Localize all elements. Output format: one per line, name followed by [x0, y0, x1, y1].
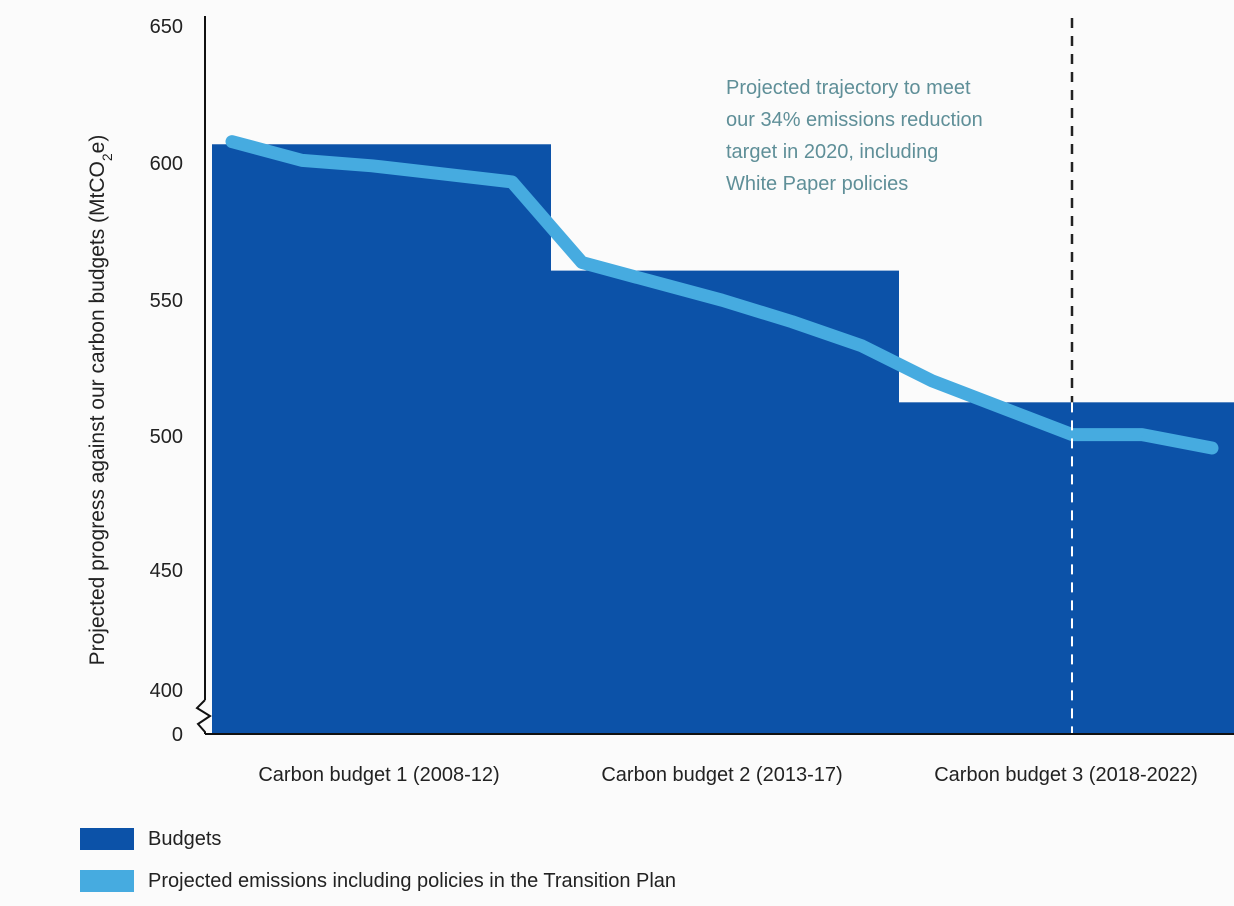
- legend: Budgets Projected emissions including po…: [80, 822, 676, 906]
- y-tick-label-600: 600: [150, 153, 183, 175]
- annotation-line-1: Projected trajectory to meet: [726, 77, 971, 99]
- annotation-line-2: our 34% emissions reduction: [726, 109, 983, 131]
- projected-point-2012: [510, 179, 514, 184]
- budget-bar-2: [551, 270, 899, 734]
- y-axis-label: Projected progress against our carbon bu…: [86, 135, 115, 666]
- annotation-line-3: target in 2020, including: [726, 141, 938, 163]
- y-tick-label-450: 450: [150, 560, 183, 582]
- projected-point-2019: [1000, 405, 1004, 410]
- projected-point-2018: [930, 378, 934, 383]
- projected-point-2014: [650, 279, 654, 284]
- projected-point-2009: [300, 158, 304, 163]
- y-axis-break: [195, 699, 212, 734]
- legend-label-budgets: Budgets: [148, 827, 222, 850]
- budget-bar-1: [212, 144, 551, 735]
- projected-point-2015: [720, 298, 724, 303]
- y-tick-label-500: 500: [150, 426, 183, 448]
- annotation-line-4: White Paper policies: [726, 173, 908, 195]
- y-tick-label-650: 650: [150, 16, 183, 38]
- legend-item-projected: Projected emissions including policies i…: [80, 864, 676, 898]
- y-tick-label-0: 0: [172, 724, 183, 746]
- legend-swatch-budgets: [80, 828, 134, 850]
- legend-swatch-projected: [80, 870, 134, 892]
- projected-point-2013: [580, 260, 584, 265]
- projected-point-2022: [1210, 446, 1214, 451]
- projected-point-2017: [860, 343, 864, 348]
- legend-item-budgets: Budgets: [80, 822, 676, 856]
- legend-label-projected: Projected emissions including policies i…: [148, 869, 677, 892]
- y-tick-label-550: 550: [150, 290, 183, 312]
- x-category-label-2: Carbon budget 2 (2013-17): [601, 764, 842, 786]
- y-tick-label-400: 400: [150, 680, 183, 702]
- projected-point-2011: [440, 171, 444, 176]
- projected-point-2020: [1070, 432, 1074, 437]
- projected-point-2010: [370, 163, 374, 168]
- projected-point-2021: [1140, 432, 1144, 437]
- x-category-label-1: Carbon budget 1 (2008-12): [258, 764, 499, 786]
- projected-point-2016: [790, 319, 794, 324]
- budget-bar-3: [899, 402, 1234, 734]
- projected-point-2008: [230, 139, 234, 144]
- x-category-label-3: Carbon budget 3 (2018-2022): [934, 764, 1198, 786]
